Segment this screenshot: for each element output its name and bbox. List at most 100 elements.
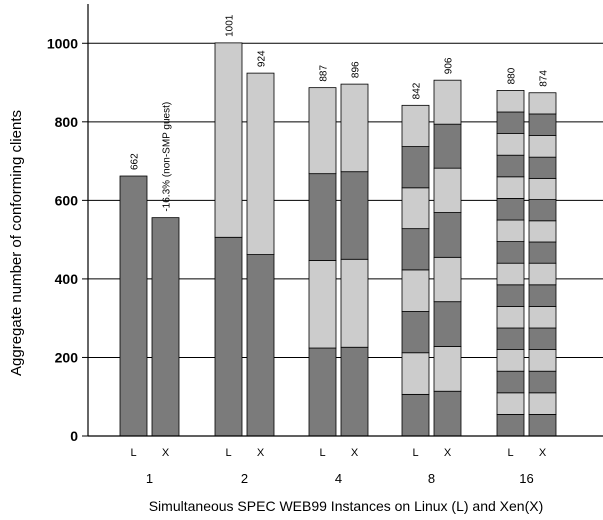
bar-segment — [214, 42, 243, 238]
group-label: 2 — [241, 471, 248, 486]
y-tick-label: 800 — [55, 114, 79, 130]
y-tick-label: 200 — [55, 349, 79, 365]
bar-sub-label: L — [319, 447, 325, 459]
y-axis-label: Aggregate number of conforming clients — [8, 110, 25, 376]
bar-segment — [496, 197, 525, 221]
bar-segment — [340, 346, 369, 437]
bar-segment — [496, 327, 525, 351]
bar-segment — [496, 392, 525, 415]
bar-segment — [528, 156, 557, 179]
bar-segment — [496, 370, 525, 394]
y-tick-label: 1000 — [47, 35, 78, 51]
bar-value-label: 662 — [130, 153, 141, 170]
bar-segment — [433, 301, 462, 347]
group-label: 4 — [335, 471, 342, 486]
bar-segment — [528, 392, 557, 415]
bar-segment — [246, 254, 275, 437]
group-label: 16 — [519, 471, 533, 486]
bar-segment — [433, 79, 462, 125]
bar-segment — [340, 258, 369, 348]
bar-segment — [496, 219, 525, 243]
bar-segment — [528, 113, 557, 136]
bar-sub-label: X — [351, 447, 359, 459]
bar-sub-label: X — [257, 447, 265, 459]
bar-value-label: 1001 — [225, 14, 236, 37]
bar-value-label: 874 — [539, 70, 550, 87]
bar-segment — [496, 262, 525, 286]
bar-sub-label: X — [444, 447, 452, 459]
bar-segment — [401, 311, 430, 354]
bar-segment — [401, 352, 430, 395]
bar-sub-label: L — [507, 447, 513, 459]
group-label: 8 — [428, 471, 435, 486]
bar-segment — [528, 92, 557, 115]
bar-segment — [246, 72, 275, 255]
bar-segment — [496, 241, 525, 264]
bar-sub-label: X — [162, 447, 170, 459]
bar-segment — [433, 346, 462, 392]
bar-segment — [308, 87, 337, 175]
bar-layer — [119, 42, 557, 437]
bar-segment — [496, 413, 525, 437]
bar-segment — [528, 305, 557, 329]
y-tick-label: 400 — [55, 271, 79, 287]
bar-segment — [528, 262, 557, 286]
bar-segment — [401, 187, 430, 230]
bar-segment — [496, 111, 525, 135]
bar-segment — [214, 236, 243, 437]
y-tick-label: 0 — [70, 428, 78, 444]
x-axis: L X1L X2L X4L X8L X16 — [88, 435, 603, 486]
bar-segment — [528, 370, 557, 394]
bar-sub-label: X — [539, 447, 547, 459]
bar-segment — [528, 241, 557, 264]
bar-value-label: 842 — [412, 82, 423, 99]
bar-value-label: 887 — [319, 65, 330, 82]
bar-segment — [401, 269, 430, 312]
bar-value-label: 880 — [507, 67, 518, 84]
bar-segment — [433, 390, 462, 437]
bar-segment — [496, 90, 525, 113]
bar-sub-label: L — [130, 447, 136, 459]
bar-segment — [528, 327, 557, 351]
bar-segment — [308, 347, 337, 437]
bar-segment — [401, 393, 430, 437]
bar-value-label: 896 — [351, 61, 362, 78]
bar-segment — [528, 135, 557, 158]
bar-segment — [151, 217, 180, 437]
bar-segment — [496, 305, 525, 329]
bar-value-label: 906 — [444, 57, 455, 74]
bar-segment — [496, 349, 525, 372]
data-labels: 662 -16.3% (non-SMP guest) 1001 924 887 896 84… — [130, 14, 550, 211]
bar-segment — [401, 104, 430, 147]
bar-segment — [528, 199, 557, 222]
bar-segment — [433, 256, 462, 303]
bar-segment — [496, 154, 525, 178]
group-label: 1 — [146, 471, 153, 486]
bar-segment — [496, 284, 525, 307]
bar-segment — [401, 228, 430, 271]
bar-sub-label: L — [412, 447, 418, 459]
bar-segment — [528, 349, 557, 372]
bar-segment — [308, 260, 337, 349]
bar-segment — [433, 167, 462, 213]
bar-segment — [340, 83, 369, 173]
bar-segment — [528, 284, 557, 307]
bar-segment — [433, 123, 462, 169]
y-tick-label: 600 — [55, 192, 79, 208]
bar-segment — [528, 220, 557, 243]
bar-segment — [433, 212, 462, 258]
bar-value-label: 924 — [257, 50, 268, 67]
bar-segment — [401, 146, 430, 189]
bar-segment — [340, 171, 369, 260]
bar-segment — [528, 413, 557, 437]
bar-value-label: -16.3% (non-SMP guest) — [162, 102, 173, 212]
bar-segment — [496, 133, 525, 156]
x-axis-label: Simultaneous SPEC WEB99 Instances on Lin… — [149, 498, 544, 514]
bar-sub-label: L — [225, 447, 231, 459]
bar-segment — [308, 173, 337, 261]
bar-segment — [528, 177, 557, 200]
bar-segment — [119, 175, 148, 437]
bar-segment — [496, 176, 525, 199]
y-axis: 0 200 400 600 800 1000 — [47, 4, 89, 444]
